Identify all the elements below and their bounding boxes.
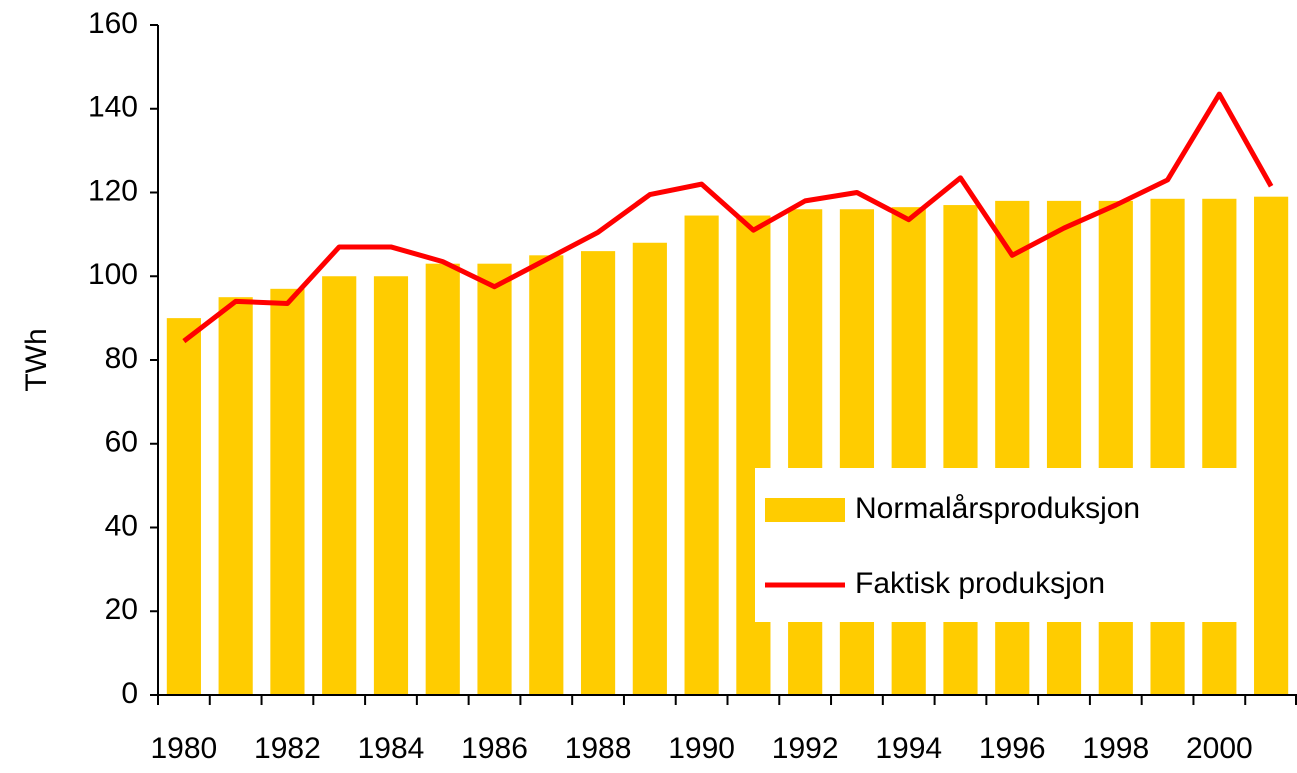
y-tick-label: 140 [88,91,138,124]
legend-label: Faktisk produksjon [855,567,1105,600]
bar [373,276,409,695]
bar [632,242,667,695]
legend-swatch [765,498,845,522]
bar [839,209,875,695]
y-axis-label: TWh [20,328,53,391]
x-tick-label: 1980 [151,732,218,765]
y-tick-label: 20 [105,593,138,626]
line-series [182,91,1274,344]
bar [736,215,771,695]
x-tick-label: 1992 [772,732,839,765]
y-tick-label: 40 [105,509,138,542]
x-tick-label: 1984 [358,732,425,765]
x-tick-label: 1994 [875,732,942,765]
bar [684,215,719,695]
y-tick-label: 160 [88,7,138,40]
x-tick-label: 1982 [254,732,321,765]
legend-label: Normalårsproduksjon [855,492,1140,525]
x-tick-label: 2000 [1186,732,1253,765]
bar [529,255,564,695]
y-tick-label: 60 [105,426,138,459]
y-tick-label: 100 [88,258,138,291]
bar [166,318,201,695]
bar [580,251,616,695]
bar [322,276,357,695]
bar [218,297,253,695]
legend-box [755,468,1247,622]
y-tick-label: 120 [88,174,138,207]
y-tick-label: 80 [105,342,138,375]
bar [270,288,305,695]
bar [477,263,512,695]
x-tick-label: 1996 [979,732,1046,765]
x-tick-label: 1990 [668,732,735,765]
x-tick-label: 1998 [1082,732,1149,765]
y-tick-label: 0 [121,677,138,710]
x-tick-label: 1986 [461,732,528,765]
bar [788,209,823,695]
bar [1254,196,1289,695]
x-tick-label: 1988 [565,732,632,765]
bar [425,263,460,695]
